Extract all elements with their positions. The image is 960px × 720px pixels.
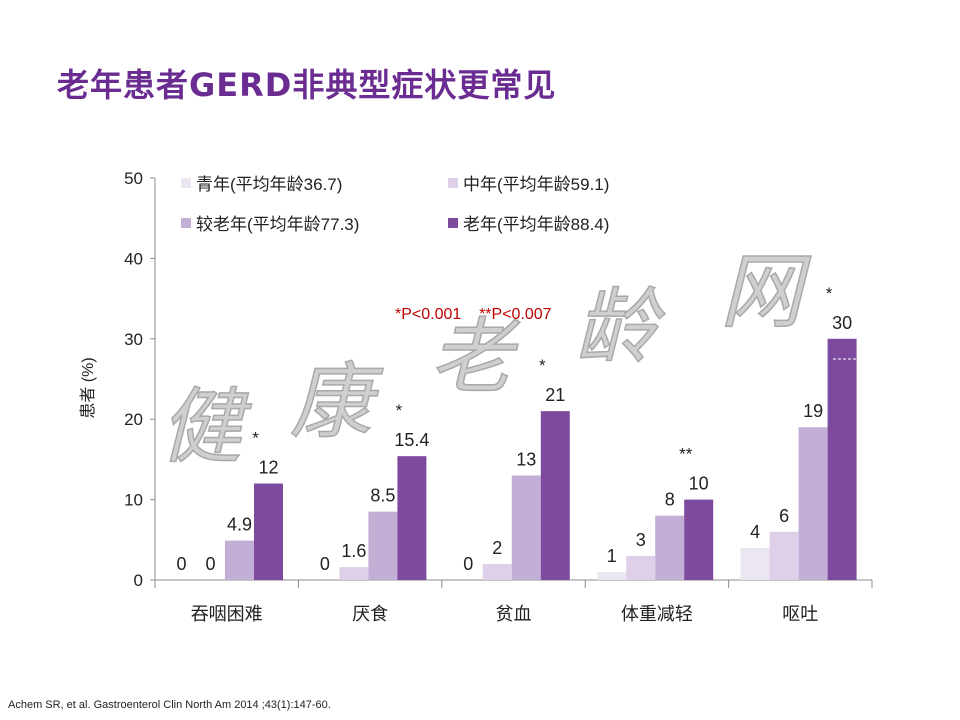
y-tick-label: 20 <box>124 410 143 429</box>
legend-swatch <box>448 218 458 228</box>
bar <box>368 511 398 580</box>
bar-value-label: 3 <box>636 530 646 550</box>
bar-value-label: 8.5 <box>370 486 395 506</box>
legend-label: 中年(平均年龄59.1) <box>463 175 609 194</box>
bar-value-label: 6 <box>779 506 789 526</box>
y-tick-label: 0 <box>134 571 143 590</box>
bar <box>540 411 570 580</box>
watermark-char: 康 <box>290 355 384 450</box>
bar-value-label: 1 <box>607 546 617 566</box>
bar-value-label: 10 <box>689 474 709 494</box>
x-tick-label: 厌食 <box>352 604 388 624</box>
bar-value-label: 8 <box>665 490 675 510</box>
significance-note: *P<0.001 **P<0.007 <box>395 306 552 323</box>
y-tick-label: 10 <box>124 491 143 510</box>
legend-label: 较老年(平均年龄77.3) <box>196 215 359 234</box>
significance-marker: * <box>826 284 833 303</box>
legend-label: 老年(平均年龄88.4) <box>463 215 609 234</box>
bar <box>684 499 714 580</box>
bar <box>397 456 427 580</box>
bar-value-label: 30 <box>832 313 852 333</box>
bar <box>655 515 685 580</box>
y-axis-label: 患者 (%) <box>79 357 97 418</box>
watermark-char: 龄 <box>575 280 666 375</box>
citation-footnote: Achem SR, et al. Gastroenterol Clin Nort… <box>8 699 331 711</box>
x-tick-label: 呕吐 <box>782 604 818 624</box>
watermark-char: 老 <box>430 310 520 405</box>
bar-value-label: 2 <box>492 538 502 558</box>
bar-value-label: 0 <box>463 554 473 574</box>
bar-value-label: 15.4 <box>394 430 429 450</box>
x-tick-label: 吞咽困难 <box>191 604 263 624</box>
bar <box>482 563 512 580</box>
legend: 青年(平均年龄36.7) 中年(平均年龄59.1) 较老年(平均年龄77.3) 老年(… <box>181 175 609 234</box>
bar-value-label: 21 <box>545 385 565 405</box>
significance-marker: ** <box>679 445 693 464</box>
bar-value-label: 4 <box>750 522 760 542</box>
bar-value-label: 4.9 <box>227 515 252 535</box>
bar-value-label: 12 <box>258 458 278 478</box>
bar-value-label: 19 <box>803 401 823 421</box>
significance-marker: * <box>396 401 403 420</box>
bar <box>769 531 799 580</box>
x-tick-label: 体重减轻 <box>621 604 693 624</box>
legend-swatch <box>448 178 458 188</box>
slide-title: 老年患者GERD非典型症状更常见 <box>57 66 557 104</box>
bar <box>827 338 857 580</box>
y-tick-label: 50 <box>124 169 143 188</box>
bar-value-label: 1.6 <box>341 541 366 561</box>
significance-marker: * <box>539 356 546 375</box>
bars <box>225 338 860 580</box>
bar <box>225 540 254 580</box>
bar <box>740 547 770 580</box>
legend-swatch <box>181 178 191 188</box>
bar-value-label: 13 <box>516 449 536 469</box>
bar <box>254 483 283 580</box>
bar <box>626 555 656 580</box>
legend-label: 青年(平均年龄36.7) <box>196 175 342 194</box>
watermark-char: 网 <box>720 245 812 340</box>
x-tick-label: 贫血 <box>496 604 532 624</box>
bar <box>597 571 627 580</box>
legend-swatch <box>181 218 191 228</box>
bar <box>798 427 828 580</box>
bar-value-label: 0 <box>176 554 186 574</box>
watermark: 健康老龄网 <box>159 244 813 476</box>
bar-value-label: 0 <box>205 554 215 574</box>
bar <box>339 567 369 580</box>
y-tick-label: 30 <box>124 330 143 349</box>
y-tick-label: 40 <box>124 249 143 268</box>
bar <box>511 475 541 580</box>
watermark-char: 健 <box>160 380 252 475</box>
bar-value-label: 0 <box>320 554 330 574</box>
significance-marker: * <box>252 429 259 448</box>
